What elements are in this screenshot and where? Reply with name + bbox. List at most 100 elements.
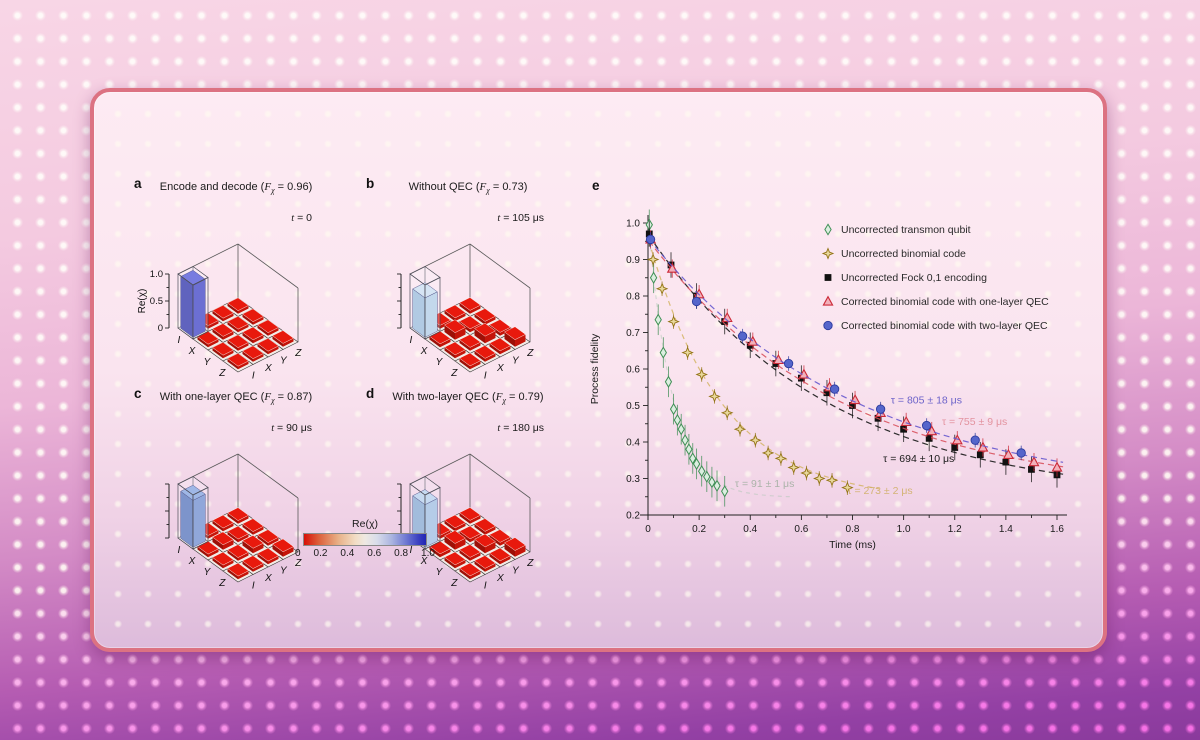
legend-item: Corrected binomial code with one-layer Q… (822, 295, 1049, 308)
pauli-axis-label: X (420, 346, 428, 357)
series-uncorrected-binomial-code (646, 241, 880, 495)
fidelity-subscript: χ (271, 396, 275, 406)
y-tick-label: 0.3 (626, 474, 640, 485)
colorbar-tick: 0.2 (313, 548, 328, 559)
fidelity-value: = 0.87) (274, 391, 313, 403)
tau-annotation: τ = 805 ± 18 μs (891, 395, 962, 407)
panel-b-time-annotation: t = 105 μs (497, 212, 544, 224)
colorbar-ticks: 0 0.2 0.4 0.6 0.8 1.0 (295, 548, 435, 559)
y-tick-label: 0.2 (626, 511, 640, 522)
x-tick-label: 0 (645, 524, 651, 535)
x-axis-label: Time (ms) (829, 539, 876, 551)
pauli-axis-label: Y (204, 357, 212, 368)
legend-label: Uncorrected transmon qubit (841, 224, 971, 236)
fidelity-subscript: χ (271, 186, 275, 196)
colorbar-tick: 0.8 (394, 548, 409, 559)
pauli-axis-label: I (178, 545, 181, 556)
x-tick-label: 1.4 (999, 524, 1013, 535)
fidelity-subscript: χ (486, 186, 490, 196)
panel-d-title-text: With two-layer QEC ( (392, 391, 496, 403)
tau-annotation: τ = 91 ± 1 μs (735, 478, 794, 490)
z-axis-label: Re(χ) (137, 289, 148, 314)
time-symbol: t (291, 213, 295, 224)
time-symbol: t (497, 213, 501, 224)
panel-c-title-text: With one-layer QEC ( (159, 391, 265, 403)
pauli-axis-label: Y (436, 357, 444, 368)
fidelity-value: = 0.96) (274, 181, 313, 193)
process-fidelity-chart: 0.2 0.3 0.4 0.5 0.6 0.7 0.8 0.9 1.0 0 0.2 0.4 0.6 0.8… (589, 209, 1067, 551)
time-value: = 90 μs (274, 422, 312, 434)
series-uncorrected-transmon-qubit (645, 209, 793, 507)
y-tick-label: 0.8 (626, 292, 640, 303)
time-value: = 105 μs (500, 212, 544, 224)
panel-e-decay-chart: 0.2 0.3 0.4 0.5 0.6 0.7 0.8 0.9 1.0 0 0.2 0.4 0.6 0.8… (582, 178, 1097, 563)
x-tick-label: 0.8 (846, 524, 860, 535)
legend-label: Uncorrected binomial code (841, 248, 966, 260)
pauli-axis-label: X (188, 346, 196, 357)
pauli-axis-label: X (264, 573, 272, 584)
fidelity-symbol: F (264, 391, 272, 403)
pauli-axis-label: Z (450, 578, 458, 589)
pauli-axis-label: Z (218, 578, 226, 589)
fidelity-symbol: F (495, 391, 503, 403)
series-corrected-binomial-code-with-two-layer-qec (645, 232, 1064, 463)
panel-d-title: With two-layer QEC (Fχ = 0.79) (348, 390, 588, 405)
legend-item: Uncorrected binomial code (821, 247, 966, 260)
pauli-axis-label: I (410, 545, 413, 556)
pauli-axis-label: Z (218, 368, 226, 379)
pauli-axis-label: Z (294, 348, 302, 359)
colorbar-gradient (303, 533, 427, 546)
pauli-axis-label: Z (294, 558, 302, 569)
panel-label-c: c (134, 386, 142, 401)
panel-a-time-annotation: t = 0 (291, 212, 312, 224)
y-tick-label: 0.5 (626, 401, 640, 412)
y-tick-label: 0.4 (626, 438, 640, 449)
pauli-axis-label: I (410, 335, 413, 346)
panel-c-title: With one-layer QEC (Fχ = 0.87) (116, 390, 356, 406)
y-tick-label: 0.9 (626, 255, 640, 266)
panel-a-process-matrix: Encode and decode (Fχ = 0.96) t = 0 0 0.5… (116, 180, 356, 386)
panel-d-process-matrix: With two-layer QEC (Fχ = 0.79) t = 180 μ… (348, 390, 588, 596)
panel-label-e: e (592, 178, 600, 193)
tau-annotation: τ = 273 ± 2 μs (847, 485, 912, 497)
pauli-axis-label: I (484, 370, 487, 381)
legend-label: Corrected binomial code with two-layer Q… (841, 320, 1048, 332)
pauli-axis-label: I (178, 335, 181, 346)
time-symbol: t (497, 423, 501, 434)
x-tick-label: 0.6 (794, 524, 808, 535)
figure-card: a b c d e Encode and decode (Fχ = 0.96) … (90, 88, 1107, 652)
pauli-axis-label: Y (512, 355, 520, 366)
time-symbol: t (271, 423, 275, 434)
legend-item: Uncorrected transmon qubit (824, 223, 971, 236)
series-corrected-binomial-code-with-one-layer-qec (645, 230, 1064, 477)
fidelity-symbol: F (264, 181, 272, 193)
tau-annotation: τ = 755 ± 9 μs (942, 416, 1007, 428)
colorbar-label: Re(χ) (352, 518, 378, 530)
pauli-axis-label: X (264, 363, 272, 374)
x-tick-label: 1.2 (948, 524, 962, 535)
panel-label-a: a (134, 176, 142, 191)
y-tick-label: 1.0 (626, 219, 640, 230)
legend-label: Corrected binomial code with one-layer Q… (841, 296, 1049, 308)
colorbar-tick: 0.6 (367, 548, 382, 559)
panel-d-time-annotation: t = 180 μs (497, 422, 544, 434)
pauli-axis-label: Y (280, 565, 288, 576)
y-tick-label: 0.6 (626, 365, 640, 376)
fidelity-symbol: F (479, 181, 487, 193)
pauli-axis-label: I (252, 580, 255, 591)
colorbar-tick: 0 (295, 548, 301, 559)
pauli-axis-label: Z (526, 558, 534, 569)
panel-label-b: b (366, 176, 375, 191)
process-fidelity-svg: 0.2 0.3 0.4 0.5 0.6 0.7 0.8 0.9 1.0 0 0.2 0.4 0.6 0.8… (589, 209, 1067, 551)
tau-annotation: τ = 694 ± 10 μs (883, 453, 954, 465)
pauli-axis-label: X (188, 556, 196, 567)
z-tick-label: 0.5 (150, 296, 163, 307)
